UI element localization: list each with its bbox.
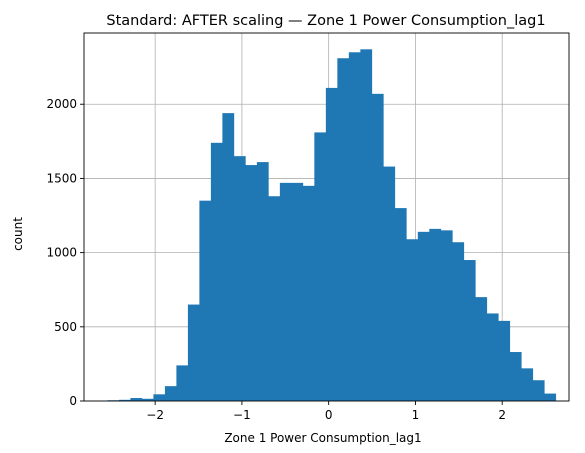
y-tick-label: 2000 xyxy=(46,97,77,111)
y-axis-label: count xyxy=(11,217,25,251)
histogram-bar xyxy=(475,297,488,401)
histogram-bar xyxy=(176,365,189,401)
x-tick-label: 1 xyxy=(412,408,420,422)
histogram-bar xyxy=(118,399,131,401)
histogram-bar xyxy=(187,304,200,401)
histogram-bars xyxy=(107,49,557,402)
histogram-bar xyxy=(521,368,534,401)
histogram-bar xyxy=(314,132,327,401)
histogram-bar xyxy=(509,352,522,401)
x-tick-label: −2 xyxy=(146,408,164,422)
histogram-bar xyxy=(141,398,154,401)
x-tick-label: −1 xyxy=(233,408,251,422)
histogram-bar xyxy=(130,398,143,401)
chart-title: Standard: AFTER scaling — Zone 1 Power C… xyxy=(106,13,545,29)
histogram-bar xyxy=(302,185,315,401)
histogram-bar xyxy=(360,49,373,402)
histogram-bar xyxy=(291,182,304,401)
histogram-bar xyxy=(498,320,511,401)
histogram-bar xyxy=(394,208,407,401)
histogram-bar xyxy=(440,230,453,401)
y-tick-label: 0 xyxy=(69,394,77,408)
axes xyxy=(80,32,570,405)
histogram-bar xyxy=(532,380,545,401)
histogram-bar xyxy=(210,142,223,401)
histogram-bar xyxy=(325,87,338,401)
plot-frame xyxy=(83,32,570,402)
histogram-bar xyxy=(406,239,419,401)
histogram-bar xyxy=(463,260,476,401)
histogram-bar xyxy=(153,394,166,401)
histogram-bar xyxy=(544,393,557,401)
histogram-bar xyxy=(233,156,246,401)
histogram-bar xyxy=(429,228,442,401)
tick-labels: −2 −1 0 1 2 0 500 1000 1500 2000 xyxy=(46,97,506,422)
histogram-bar xyxy=(417,231,430,401)
histogram-bar xyxy=(199,200,212,401)
histogram-bar xyxy=(164,386,177,401)
x-axis-label: Zone 1 Power Consumption_lag1 xyxy=(224,431,421,445)
histogram-bar xyxy=(256,162,269,401)
histogram-bar xyxy=(279,182,292,401)
histogram-bar xyxy=(245,165,258,401)
y-tick-label: 1000 xyxy=(46,246,77,260)
histogram-bar xyxy=(383,166,396,401)
histogram-bar xyxy=(348,52,361,402)
y-tick-label: 1500 xyxy=(46,171,77,185)
histogram-bar xyxy=(268,196,281,401)
histogram-bar xyxy=(222,113,235,402)
histogram-bar xyxy=(452,242,465,401)
histogram-bar xyxy=(486,313,499,401)
x-tick-label: 2 xyxy=(498,408,506,422)
histogram-bar xyxy=(371,93,384,401)
x-tick-label: 0 xyxy=(325,408,333,422)
y-tick-label: 500 xyxy=(54,320,77,334)
histogram-bar xyxy=(337,58,350,402)
